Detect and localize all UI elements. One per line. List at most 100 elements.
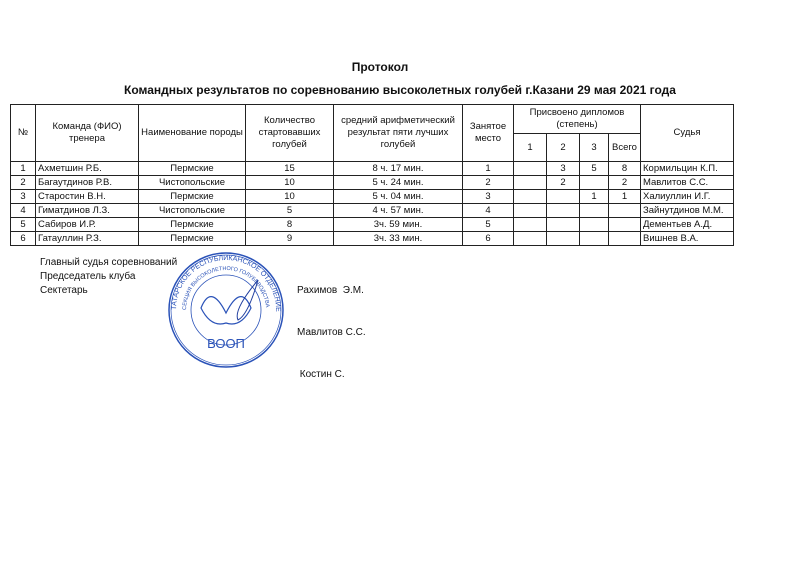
cell-place: 3 (462, 189, 514, 204)
cell-breed: Чистопольские (138, 175, 246, 190)
cell-judge: Вишнев В.А. (640, 231, 734, 246)
cell-d1 (513, 189, 547, 204)
cell-judge: Зайнутдинов М.М. (640, 203, 734, 218)
cell-avg: 5 ч. 04 мин. (333, 189, 463, 204)
header-diplomas: Присвоено дипломов (степень) (513, 104, 641, 134)
table-row: 3 Старостин В.Н. Пермские 10 5 ч. 04 мин. 3 1 1… (10, 189, 734, 204)
cell-place: 4 (462, 203, 514, 218)
header-avg: средний арифметический результат пяти лу… (333, 104, 463, 162)
cell-d2: 2 (546, 175, 580, 190)
cell-count: 8 (245, 217, 334, 232)
header-num: № (10, 104, 36, 162)
cell-judge: Дементьев А.Д. (640, 217, 734, 232)
role-club-chairman: Председатель клуба (40, 271, 136, 282)
cell-num: 5 (10, 217, 36, 232)
table-row: 2 Багаутдинов Р.В. Чистопольские 10 5 ч. 24 … (10, 175, 734, 190)
cell-team: Гатауллин Р.З. (35, 231, 139, 246)
header-team: Команда (ФИО) тренера (35, 104, 139, 162)
dove-icon (200, 296, 252, 325)
header-d3: 3 (579, 133, 609, 162)
stamp-center-text: ВООП (207, 336, 245, 351)
cell-d3 (579, 231, 609, 246)
cell-team: Гиматдинов Л.З. (35, 203, 139, 218)
name-chief-judge: Рахимов Э.М. (297, 285, 364, 296)
role-chief-judge: Главный судья соревнований (40, 257, 178, 268)
cell-d3 (579, 175, 609, 190)
header-total: Всего (608, 133, 641, 162)
cell-d2: 3 (546, 161, 580, 176)
cell-count: 10 (245, 175, 334, 190)
cell-total (608, 203, 641, 218)
cell-breed: Пермские (138, 217, 246, 232)
signature-names: Рахимов Э.М. Мавлитов С.С. Костин С. (297, 256, 366, 410)
cell-total (608, 231, 641, 246)
results-table: № Команда (ФИО) тренера Наименование пор… (10, 104, 734, 246)
cell-d2 (546, 203, 580, 218)
cell-avg: 3ч. 33 мин. (333, 231, 463, 246)
cell-team: Багаутдинов Р.В. (35, 175, 139, 190)
cell-breed: Пермские (138, 231, 246, 246)
cell-breed: Пермские (138, 161, 246, 176)
cell-place: 5 (462, 217, 514, 232)
cell-place: 2 (462, 175, 514, 190)
cell-count: 5 (245, 203, 334, 218)
header-place: Занятое место (462, 104, 514, 162)
cell-count: 10 (245, 189, 334, 204)
header-breed: Наименование породы (138, 104, 246, 162)
table-row: 1 Ахметшин Р.Б. Пермские 15 8 ч. 17 мин. 1 3 5 8… (10, 161, 734, 176)
name-secretary: Костин С. (297, 369, 345, 380)
cell-count: 15 (245, 161, 334, 176)
cell-d1 (513, 161, 547, 176)
cell-num: 1 (10, 161, 36, 176)
cell-total: 2 (608, 175, 641, 190)
cell-d1 (513, 175, 547, 190)
cell-d3: 1 (579, 189, 609, 204)
cell-breed: Чистопольские (138, 203, 246, 218)
cell-team: Старостин В.Н. (35, 189, 139, 204)
cell-avg: 3ч. 59 мин. (333, 217, 463, 232)
club-stamp: ТАТАРСКОЕ РЕСПУБЛИКАНСКОЕ ОТДЕЛЕНИЕ СЕКЦ… (168, 252, 284, 368)
cell-count: 9 (245, 231, 334, 246)
header-d1: 1 (513, 133, 547, 162)
cell-place: 1 (462, 161, 514, 176)
cell-d1 (513, 231, 547, 246)
cell-judge: Мавлитов С.С. (640, 175, 734, 190)
document-title: Протокол (351, 60, 409, 74)
cell-team: Ахметшин Р.Б. (35, 161, 139, 176)
cell-team: Сабиров И.Р. (35, 217, 139, 232)
cell-num: 2 (10, 175, 36, 190)
cell-d3 (579, 203, 609, 218)
cell-num: 4 (10, 203, 36, 218)
cell-place: 6 (462, 231, 514, 246)
cell-num: 3 (10, 189, 36, 204)
cell-total: 1 (608, 189, 641, 204)
cell-d3: 5 (579, 161, 609, 176)
signature-roles: Главный судья соревнований Председатель … (40, 256, 177, 298)
name-club-chairman: Мавлитов С.С. (297, 327, 366, 338)
table-row: 6 Гатауллин Р.З. Пермские 9 3ч. 33 мин. 6 Вишн… (10, 231, 734, 246)
cell-d1 (513, 217, 547, 232)
cell-avg: 5 ч. 24 мин. (333, 175, 463, 190)
document-subtitle: Командных результатов по соревнованию вы… (124, 83, 676, 97)
header-count: Количество стартовавших голубей (245, 104, 334, 162)
cell-avg: 8 ч. 17 мин. (333, 161, 463, 176)
role-secretary: Сектетарь (40, 285, 88, 296)
cell-d1 (513, 203, 547, 218)
cell-d2 (546, 189, 580, 204)
signature-scribble (236, 279, 259, 321)
cell-judge: Халиуллин И.Г. (640, 189, 734, 204)
header-d2: 2 (546, 133, 580, 162)
cell-total (608, 217, 641, 232)
table-row: 5 Сабиров И.Р. Пермские 8 3ч. 59 мин. 5 Демент… (10, 217, 734, 232)
cell-d2 (546, 217, 580, 232)
table-row: 4 Гиматдинов Л.З. Чистопольские 5 4 ч. 57 ми… (10, 203, 734, 218)
cell-num: 6 (10, 231, 36, 246)
header-judge: Судья (640, 104, 734, 162)
cell-avg: 4 ч. 57 мин. (333, 203, 463, 218)
cell-d3 (579, 217, 609, 232)
cell-breed: Пермские (138, 189, 246, 204)
cell-d2 (546, 231, 580, 246)
cell-total: 8 (608, 161, 641, 176)
cell-judge: Кормильцин К.П. (640, 161, 734, 176)
